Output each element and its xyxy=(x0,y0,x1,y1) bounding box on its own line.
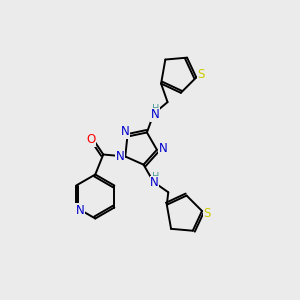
Text: N: N xyxy=(158,142,167,155)
Text: N: N xyxy=(121,125,130,138)
Text: H: H xyxy=(152,104,159,114)
Text: S: S xyxy=(198,68,205,81)
Text: N: N xyxy=(150,108,159,121)
Text: N: N xyxy=(150,176,159,189)
Text: O: O xyxy=(87,133,96,146)
Text: S: S xyxy=(203,208,211,220)
Text: H: H xyxy=(152,172,159,182)
Text: N: N xyxy=(116,150,125,163)
Text: N: N xyxy=(76,204,85,217)
